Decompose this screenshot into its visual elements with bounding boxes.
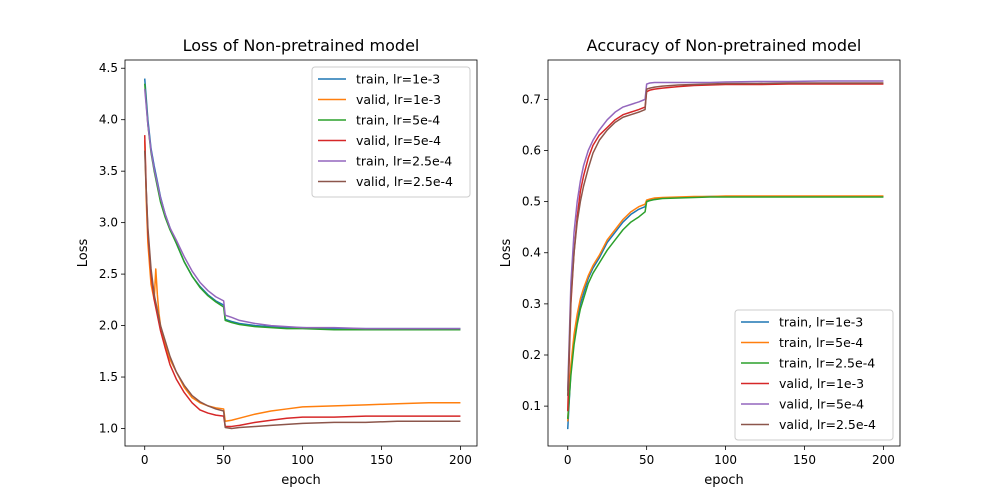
y-axis-label: Loss (499, 239, 514, 268)
legend-label: train, lr=1e-3 (779, 315, 863, 330)
y-tick-label: 4.0 (99, 113, 118, 127)
chart-1: 0 50 100 150 200 1.0 1.5 2.0 2.5 3.0 3.5 4.0 4.5 Loss… (76, 36, 478, 488)
y-tick-label: 1.0 (99, 422, 118, 436)
y-tick-label: 4.5 (99, 61, 118, 75)
series-line-4 (566, 83, 884, 412)
legend-box (311, 66, 471, 198)
y-tick-label: 0.7 (522, 92, 541, 106)
series-line-6 (566, 82, 884, 396)
legend-label: valid, lr=2.5e-4 (356, 174, 453, 189)
y-tick-label: 1.5 (99, 370, 118, 384)
legend-label: train, lr=2.5e-4 (356, 154, 452, 169)
y-tick-label: 0.1 (522, 399, 541, 413)
legend-box (734, 309, 894, 441)
y-tick-label: 0.4 (522, 246, 541, 260)
series-line-3 (566, 196, 884, 419)
x-tick-label: 100 (291, 453, 314, 467)
chart-2: 0 50 100 150 200 0.1 0.2 0.3 0.4 0.5 0.6 0.7 Accurac… (499, 36, 901, 488)
series-line-2 (566, 195, 884, 422)
x-tick-label: 200 (872, 453, 895, 467)
y-tick-label: 2.5 (99, 267, 118, 281)
legend-label: valid, lr=5e-4 (356, 133, 441, 148)
y-tick-label: 2.0 (99, 319, 118, 333)
y-tick-label: 3.5 (99, 164, 118, 178)
series-line-5 (143, 88, 461, 330)
legend-label: valid, lr=2.5e-4 (779, 417, 876, 432)
legend: train, lr=1e-3 train, lr=5e-4 train, lr=2.… (734, 309, 894, 441)
legend-label: train, lr=2.5e-4 (779, 356, 875, 371)
legend-label: train, lr=5e-4 (779, 335, 863, 350)
y-tick-label: 0.5 (522, 195, 541, 209)
y-tick-label: 0.6 (522, 143, 541, 157)
y-tick-label: 0.2 (522, 348, 541, 362)
legend-label: train, lr=1e-3 (356, 72, 440, 87)
x-axis-label: epoch (704, 473, 744, 488)
series-line-6 (143, 150, 461, 430)
legend: train, lr=1e-3 valid, lr=1e-3 train, lr=5e… (311, 66, 471, 198)
x-tick-label: 0 (141, 453, 149, 467)
axes-frame (124, 59, 478, 447)
y-axis-label: Loss (76, 239, 91, 268)
legend-label: valid, lr=5e-4 (779, 397, 864, 412)
legend-label: train, lr=5e-4 (356, 113, 440, 128)
y-tick-label: 0.3 (522, 297, 541, 311)
x-tick-label: 0 (564, 453, 572, 467)
chart-title: Loss of Non-pretrained model (183, 36, 420, 55)
x-tick-label: 100 (714, 453, 737, 467)
x-tick-label: 50 (639, 453, 654, 467)
x-axis-label: epoch (281, 473, 321, 488)
series-line-5 (566, 80, 884, 391)
legend-label: valid, lr=1e-3 (779, 376, 864, 391)
chart-title: Accuracy of Non-pretrained model (587, 36, 862, 55)
x-tick-label: 150 (370, 453, 393, 467)
x-tick-label: 200 (449, 453, 472, 467)
y-tick-label: 3.0 (99, 216, 118, 230)
x-tick-label: 150 (793, 453, 816, 467)
series-line-4 (143, 135, 461, 428)
legend-label: valid, lr=1e-3 (356, 92, 441, 107)
x-tick-label: 50 (216, 453, 231, 467)
